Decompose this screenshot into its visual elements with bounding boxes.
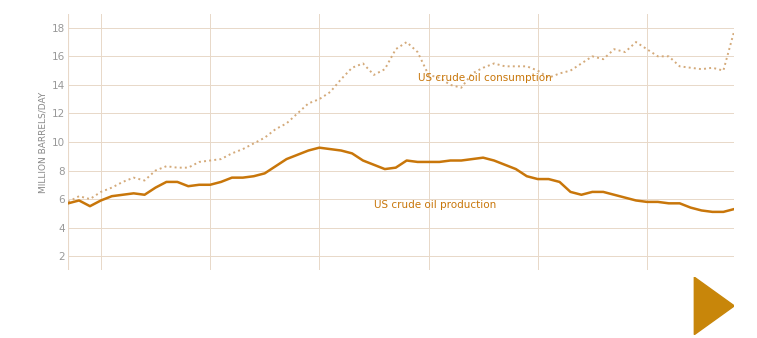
Text: 1980: 1980 (391, 303, 422, 316)
Text: US crude oil production: US crude oil production (374, 200, 496, 210)
Y-axis label: MILLION BARRELS/DAY: MILLION BARRELS/DAY (39, 91, 48, 193)
Text: 1960: 1960 (185, 303, 217, 316)
Text: 2000: 2000 (597, 303, 628, 316)
Polygon shape (694, 277, 734, 335)
Text: 1950: 1950 (83, 303, 115, 316)
Text: 1990: 1990 (494, 303, 525, 316)
Text: 1970: 1970 (288, 303, 320, 316)
Text: US crude oil consumption: US crude oil consumption (418, 73, 551, 83)
